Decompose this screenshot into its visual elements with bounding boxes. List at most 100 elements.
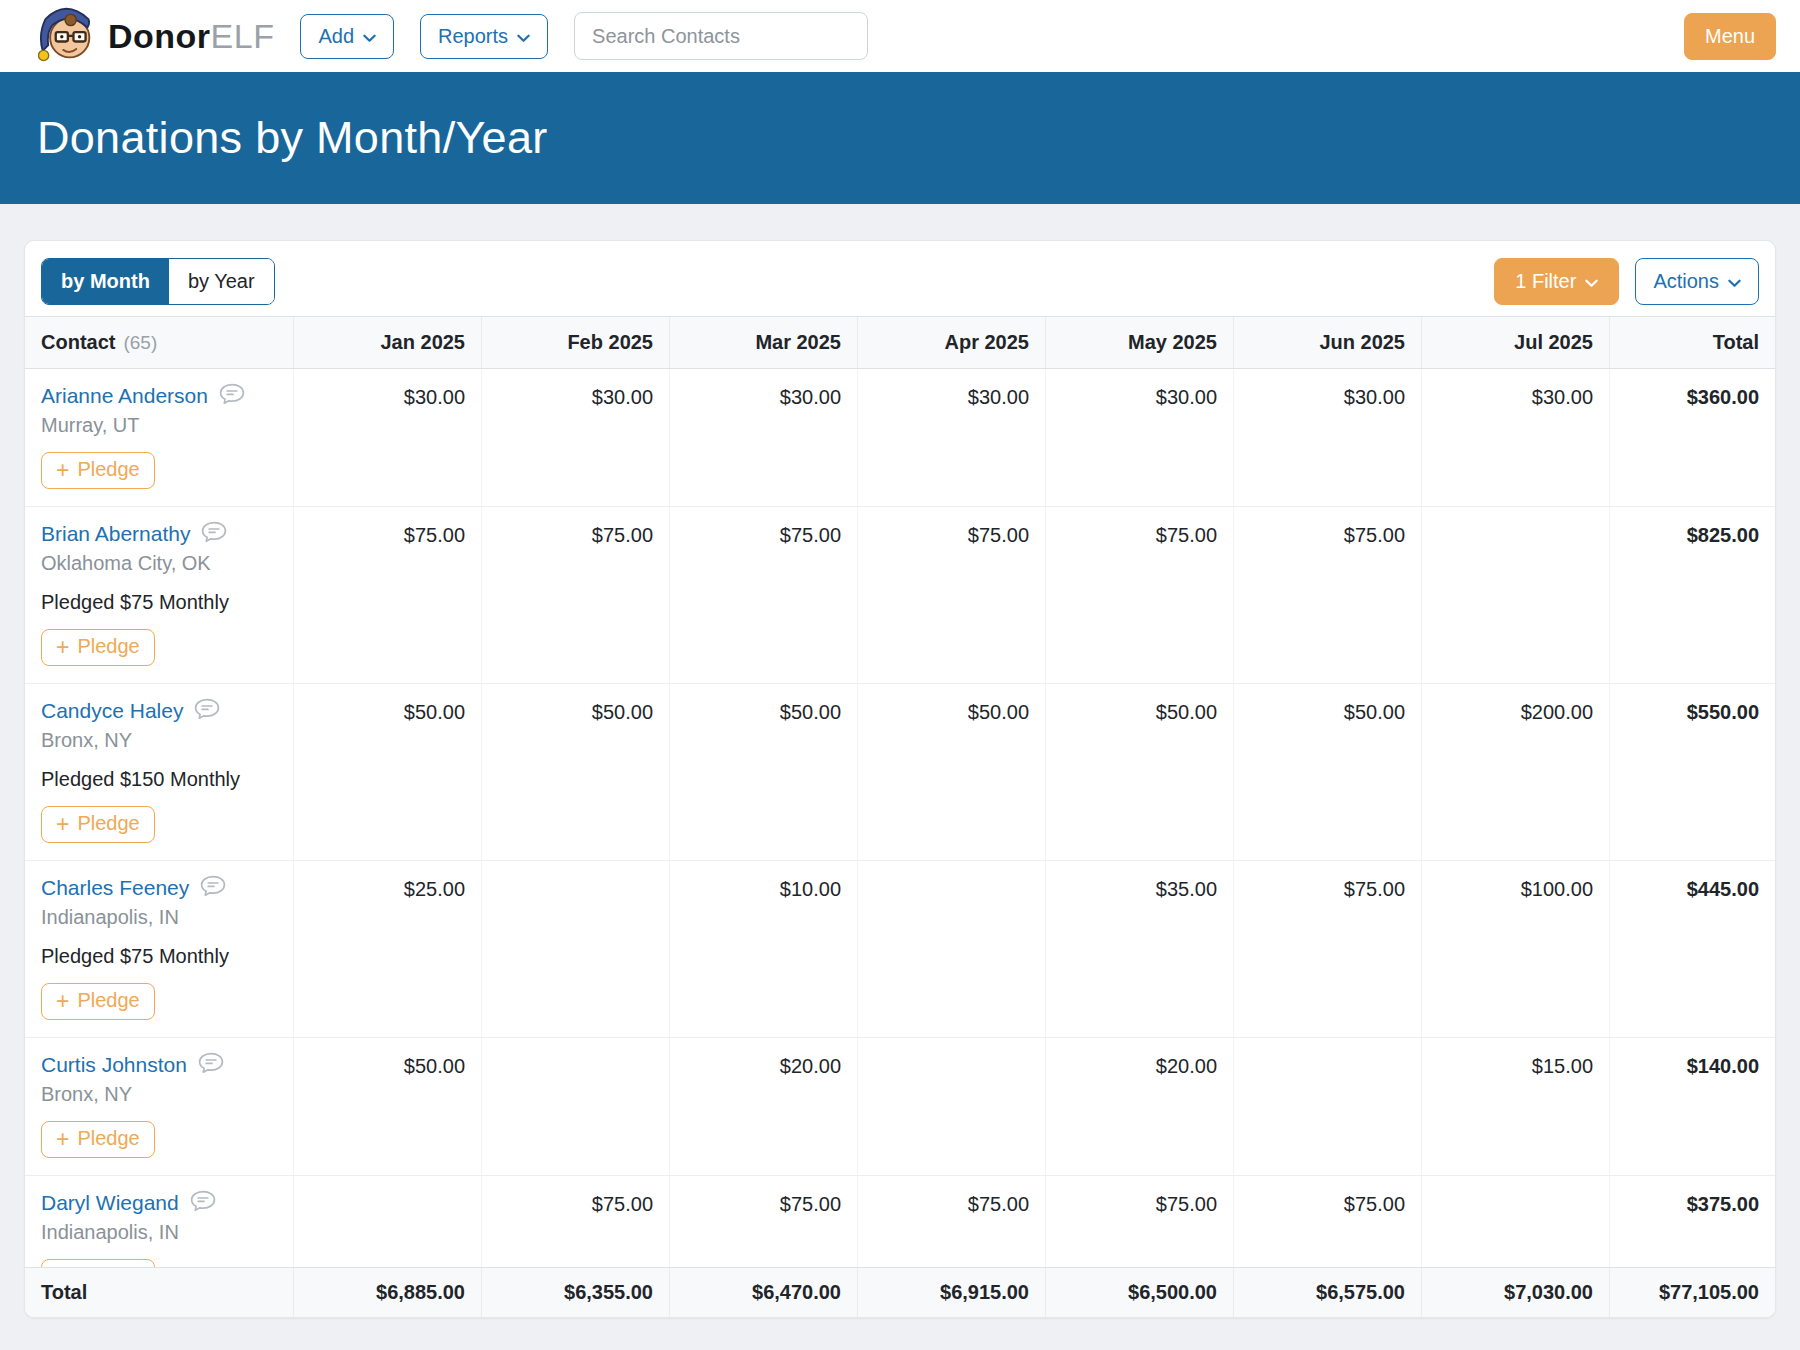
- reports-button-label: Reports: [438, 25, 508, 48]
- add-pledge-button[interactable]: + Pledge: [41, 452, 155, 489]
- contact-name-line: Arianne Anderson: [41, 383, 277, 409]
- reports-button[interactable]: Reports: [420, 14, 548, 59]
- amount-cell: $75.00: [669, 1176, 857, 1267]
- toggle-by-month[interactable]: by Month: [42, 259, 169, 304]
- contact-location: Oklahoma City, OK: [41, 552, 277, 575]
- table-total-row: Total $6,885.00 $6,355.00 $6,470.00 $6,9…: [25, 1267, 1775, 1317]
- contact-name-link[interactable]: Brian Abernathy: [41, 522, 190, 546]
- toggle-by-year[interactable]: by Year: [169, 259, 274, 304]
- amount-cell: $75.00: [1045, 507, 1233, 683]
- panel-toolbar: by Month by Year 1 Filter Actions: [25, 241, 1775, 316]
- add-pledge-button[interactable]: + Pledge: [41, 1259, 155, 1267]
- add-pledge-button[interactable]: + Pledge: [41, 629, 155, 666]
- amount-cell: $50.00: [1233, 684, 1421, 860]
- amount-cell: $200.00: [1421, 684, 1609, 860]
- table-row: Daryl Wiegand Indianapolis, IN + Pledge: [25, 1176, 1775, 1267]
- amount-cell: $15.00: [1421, 1038, 1609, 1175]
- add-pledge-button-label: Pledge: [77, 1127, 139, 1150]
- row-total-cell: $550.00: [1609, 684, 1775, 860]
- row-total-cell: $140.00: [1609, 1038, 1775, 1175]
- amount-cell: $30.00: [293, 369, 481, 506]
- contact-name-link[interactable]: Charles Feeney: [41, 876, 189, 900]
- plus-icon: +: [56, 814, 69, 834]
- chevron-down-icon: [1728, 270, 1741, 293]
- donations-panel: by Month by Year 1 Filter Actions: [24, 240, 1776, 1318]
- row-total-cell: $445.00: [1609, 861, 1775, 1037]
- amount-cell: $75.00: [481, 1176, 669, 1267]
- contact-location: Murray, UT: [41, 414, 277, 437]
- contact-location: Bronx, NY: [41, 729, 277, 752]
- plus-icon: +: [56, 637, 69, 657]
- add-button-label: Add: [318, 25, 354, 48]
- actions-button[interactable]: Actions: [1635, 258, 1759, 305]
- chevron-down-icon: [517, 25, 530, 48]
- comment-bubble-icon[interactable]: [200, 875, 226, 901]
- search-contacts-input[interactable]: [574, 12, 868, 60]
- view-toggle: by Month by Year: [41, 258, 275, 305]
- contact-name-line: Curtis Johnston: [41, 1052, 277, 1078]
- filter-button[interactable]: 1 Filter: [1494, 258, 1619, 305]
- total-cell: $6,575.00: [1233, 1268, 1421, 1317]
- amount-cell: $50.00: [1045, 684, 1233, 860]
- table-row: Curtis Johnston Bronx, NY + Pledge $50.0: [25, 1038, 1775, 1176]
- brand-name: DonorELF: [108, 17, 274, 56]
- contact-name-link[interactable]: Arianne Anderson: [41, 384, 208, 408]
- menu-button[interactable]: Menu: [1684, 13, 1776, 60]
- comment-bubble-icon[interactable]: [219, 383, 245, 409]
- add-pledge-button[interactable]: + Pledge: [41, 1121, 155, 1158]
- add-pledge-button-label: Pledge: [77, 635, 139, 658]
- amount-cell: $30.00: [1045, 369, 1233, 506]
- column-header-month: Apr 2025: [857, 317, 1045, 368]
- table-row: Brian Abernathy Oklahoma City, OK Pledge…: [25, 507, 1775, 684]
- pledged-note: Pledged $150 Monthly: [41, 768, 277, 791]
- comment-bubble-icon[interactable]: [198, 1052, 224, 1078]
- contact-count-badge: (65): [123, 332, 157, 353]
- total-cell: $6,500.00: [1045, 1268, 1233, 1317]
- contact-name-link[interactable]: Daryl Wiegand: [41, 1191, 179, 1215]
- page-title: Donations by Month/Year: [37, 112, 548, 164]
- amount-cell: $75.00: [857, 507, 1045, 683]
- pledged-note: Pledged $75 Monthly: [41, 591, 277, 614]
- contact-header-label: Contact: [41, 331, 115, 353]
- amount-cell: [481, 861, 669, 1037]
- amount-cell: $100.00: [1421, 861, 1609, 1037]
- contact-location: Indianapolis, IN: [41, 1221, 277, 1244]
- comment-bubble-icon[interactable]: [194, 698, 220, 724]
- menu-button-label: Menu: [1705, 25, 1755, 48]
- contact-name-link[interactable]: Curtis Johnston: [41, 1053, 187, 1077]
- amount-cell: $75.00: [1233, 1176, 1421, 1267]
- row-total-cell: $825.00: [1609, 507, 1775, 683]
- contact-location: Bronx, NY: [41, 1083, 277, 1106]
- chevron-down-icon: [363, 25, 376, 48]
- chevron-down-icon: [1585, 270, 1598, 293]
- contact-cell: Arianne Anderson Murray, UT + Pledge: [25, 369, 293, 506]
- amount-cell: $30.00: [1421, 369, 1609, 506]
- amount-cell: $20.00: [1045, 1038, 1233, 1175]
- brand-home-link[interactable]: DonorELF: [38, 4, 274, 68]
- add-button[interactable]: Add: [300, 14, 394, 59]
- plus-icon: +: [56, 991, 69, 1011]
- amount-cell: $75.00: [1233, 861, 1421, 1037]
- contact-name-line: Brian Abernathy: [41, 521, 277, 547]
- contact-name-link[interactable]: Candyce Haley: [41, 699, 183, 723]
- amount-cell: $30.00: [669, 369, 857, 506]
- donorelf-elf-logo-icon: [38, 4, 94, 68]
- column-header-month: Mar 2025: [669, 317, 857, 368]
- pledged-note: Pledged $75 Monthly: [41, 945, 277, 968]
- comment-bubble-icon[interactable]: [201, 521, 227, 547]
- total-cell: $7,030.00: [1421, 1268, 1609, 1317]
- amount-cell: [1421, 1176, 1609, 1267]
- add-pledge-button[interactable]: + Pledge: [41, 983, 155, 1020]
- brand-name-bold: Donor: [108, 17, 211, 55]
- amount-cell: $50.00: [293, 1038, 481, 1175]
- content-area: by Month by Year 1 Filter Actions: [0, 204, 1800, 1318]
- contact-cell: Brian Abernathy Oklahoma City, OK Pledge…: [25, 507, 293, 683]
- column-header-month: May 2025: [1045, 317, 1233, 368]
- add-pledge-button[interactable]: + Pledge: [41, 806, 155, 843]
- comment-bubble-icon[interactable]: [190, 1190, 216, 1216]
- filter-button-label: 1 Filter: [1515, 270, 1576, 293]
- amount-cell: [481, 1038, 669, 1175]
- top-navbar: DonorELF Add Reports Menu: [0, 0, 1800, 72]
- table-body: Arianne Anderson Murray, UT + Pledge $30: [25, 369, 1775, 1267]
- toolbar-right: 1 Filter Actions: [1494, 258, 1759, 305]
